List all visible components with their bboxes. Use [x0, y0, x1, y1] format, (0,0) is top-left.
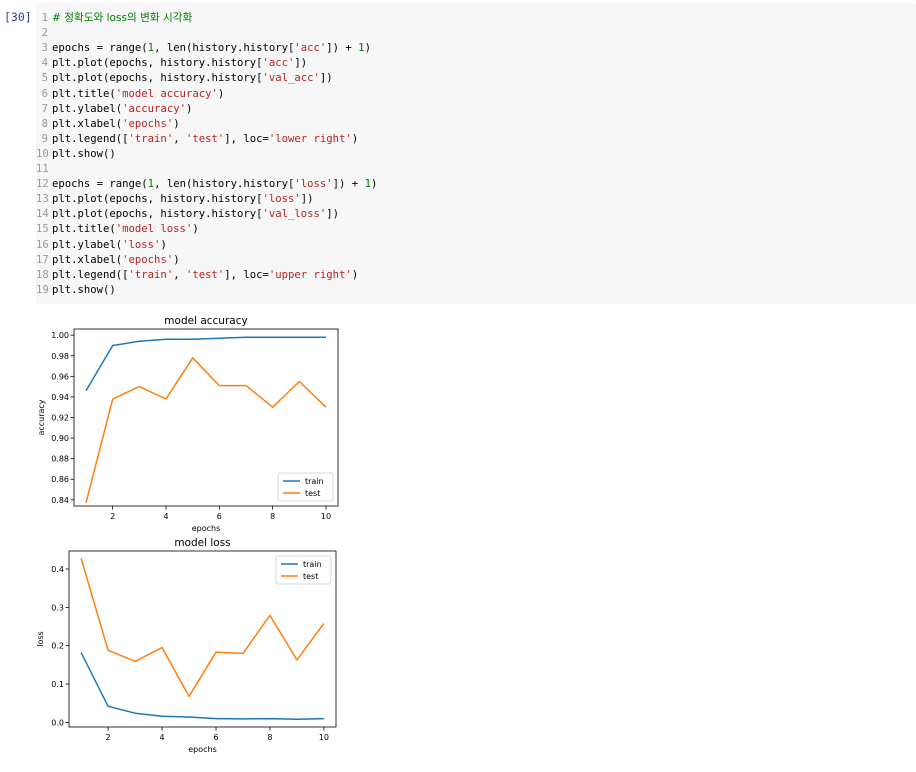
chart-title: model accuracy [164, 315, 247, 327]
y-tick-label: 1.00 [51, 331, 69, 340]
line-number: 7 [41, 102, 48, 115]
y-tick-label: 0.92 [51, 414, 69, 423]
code-line: 4 plt.plot(epochs, history.history['acc']… [36, 56, 896, 71]
y-tick-label: 0.84 [51, 496, 69, 505]
code-text: plt.xlabel('epochs') [52, 253, 180, 266]
code-line: 5 plt.plot(epochs, history.history['val_a… [36, 71, 896, 86]
line-number: 3 [41, 42, 48, 55]
x-tick-label: 10 [319, 733, 329, 742]
cell-output: model accuracy 2 4 6 8 10 0.84 0.86 0.88 0.90 0.92… [0, 306, 916, 768]
y-tick-label: 0.0 [51, 718, 64, 727]
y-axis-label: loss [36, 631, 45, 646]
line-number: 19 [36, 283, 49, 296]
code-line: 16 plt.ylabel('loss') [36, 238, 896, 253]
code-line: 10 plt.show() [36, 147, 896, 162]
legend-label-train: train [305, 477, 324, 486]
x-tick-label: 8 [267, 733, 272, 742]
line-number: 16 [36, 238, 49, 251]
code-text: plt.legend(['train', 'test'], loc='lower… [52, 132, 359, 145]
code-line: 3 epochs = range(1, len(history.history['… [36, 41, 896, 56]
y-tick-label: 0.1 [51, 680, 64, 689]
y-tick-label: 0.88 [51, 455, 69, 464]
y-tick-label: 0.90 [51, 434, 69, 443]
code-line: 18 plt.legend(['train', 'test'], loc='upp… [36, 268, 896, 283]
line-number: 4 [41, 57, 48, 70]
code-line: 6 plt.title('model accuracy') [36, 87, 896, 102]
line-number: 11 [36, 163, 49, 175]
series-line-test [85, 357, 327, 504]
line-number: 10 [36, 147, 49, 160]
line-number: 14 [36, 208, 49, 221]
line-number: 17 [36, 253, 49, 266]
legend-label-train: train [303, 560, 322, 569]
x-tick-label: 6 [213, 733, 218, 742]
code-line: 15 plt.title('model loss') [36, 222, 896, 237]
x-tick-label: 8 [270, 512, 275, 521]
code-text: plt.show() [52, 147, 116, 160]
code-cell-editor[interactable]: 1 # 정확도와 loss의 변화 시각화 2 3 epochs = range(1, … [36, 3, 916, 304]
code-line: 12 epochs = range(1, len(history.history[… [36, 177, 896, 192]
y-tick-label: 0.86 [51, 475, 69, 484]
cell-prompt: [30] [4, 10, 32, 24]
x-axis-label: epochs [188, 745, 217, 754]
code-line: 7 plt.ylabel('accuracy') [36, 102, 896, 117]
y-tick-label: 0.2 [51, 642, 64, 651]
y-tick-label: 0.3 [51, 603, 64, 612]
code-comment: # 정확도와 loss의 변화 시각화 [52, 12, 193, 24]
code-text: plt.ylabel('loss') [52, 238, 167, 251]
line-number: 2 [41, 27, 48, 40]
code-line: 17 plt.xlabel('epochs') [36, 253, 896, 268]
series-line-train [85, 336, 326, 392]
code-text: plt.title('model loss') [52, 223, 199, 236]
line-number: 1 [41, 12, 48, 24]
legend-label-test: test [303, 572, 318, 581]
y-tick-label: 0.96 [51, 372, 69, 381]
code-line: 9 plt.legend(['train', 'test'], loc='lowe… [36, 132, 896, 147]
code-text: plt.show() [52, 283, 116, 296]
x-axis-label: epochs [192, 524, 221, 533]
legend-label-test: test [305, 489, 320, 498]
line-number: 18 [36, 268, 49, 281]
line-number: 5 [41, 72, 48, 85]
series-line-train [80, 652, 324, 721]
x-tick-label: 2 [110, 512, 115, 521]
legend-box [277, 472, 334, 502]
line-number: 13 [36, 193, 49, 206]
code-text: plt.xlabel('epochs') [52, 117, 180, 130]
x-tick-label: 4 [163, 512, 168, 521]
code-text: plt.title('model accuracy') [52, 87, 225, 100]
line-number: 8 [41, 117, 48, 130]
code-text: epochs = range(1, len(history.history['l… [52, 178, 378, 191]
code-text: plt.plot(epochs, history.history['val_lo… [52, 208, 340, 221]
legend-box [275, 555, 332, 585]
code-line: 14 plt.plot(epochs, history.history['val_… [36, 207, 896, 222]
x-tick-label: 4 [159, 733, 164, 742]
code-text: epochs = range(1, len(history.history['a… [52, 42, 371, 55]
x-tick-label: 10 [321, 512, 331, 521]
chart-title: model loss [174, 537, 230, 549]
series-line-test [80, 558, 325, 698]
line-number: 12 [36, 178, 49, 191]
code-line: 2 [36, 26, 896, 41]
line-number: 9 [41, 132, 48, 145]
code-text: plt.plot(epochs, history.history['loss']… [52, 193, 314, 206]
code-line: 19 plt.show() [36, 283, 896, 298]
code-line: 1 # 정확도와 loss의 변화 시각화 [36, 11, 896, 26]
output-charts: model accuracy 2 4 6 8 10 0.84 0.86 0.88 0.90 0.92… [36, 315, 339, 754]
y-tick-label: 0.98 [51, 352, 69, 361]
line-number: 15 [36, 223, 49, 236]
x-tick-label: 2 [106, 733, 111, 742]
code-text: plt.legend(['train', 'test'], loc='upper… [52, 268, 359, 281]
code-text: plt.plot(epochs, history.history['acc']) [52, 57, 308, 70]
y-tick-label: 0.94 [51, 393, 69, 402]
x-tick-label: 6 [217, 512, 222, 521]
code-text: plt.ylabel('accuracy') [52, 102, 193, 115]
y-tick-label: 0.4 [51, 565, 64, 574]
y-axis-label: accuracy [37, 399, 46, 435]
code-line: 8 plt.xlabel('epochs') [36, 117, 896, 132]
code-line: 11 [36, 162, 896, 177]
code-text: plt.plot(epochs, history.history['val_ac… [52, 72, 333, 85]
code-line: 13 plt.plot(epochs, history.history['loss… [36, 192, 896, 207]
line-number: 6 [41, 87, 48, 100]
